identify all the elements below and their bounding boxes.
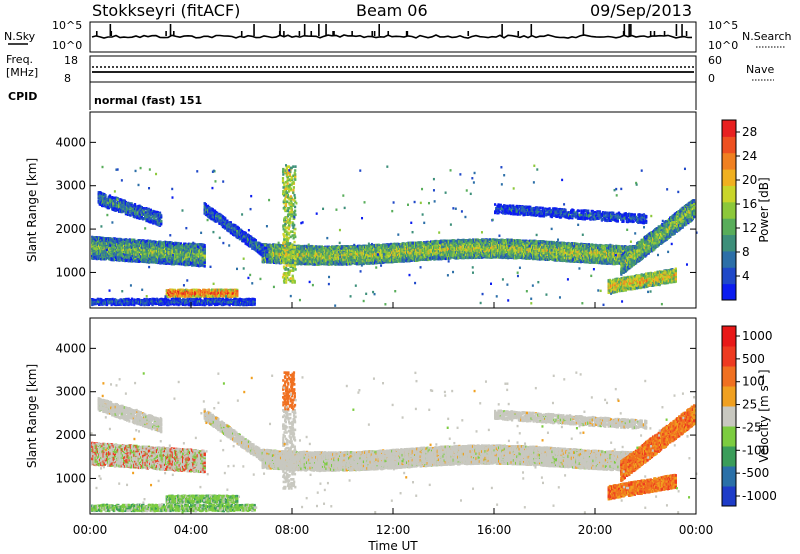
station-title: Stokkseyri (fitACF) [92,1,240,20]
nsearch-label: N.Search [742,30,792,43]
nsearch-tick-bottom: 10^0 [708,39,738,52]
cpid-strip: CPID normal (fast) 151 [8,82,696,110]
freq-label: Freq. [6,53,33,66]
nsky-strip: N.Sky 10^5 10^0 10^5 10^0 N.Search [4,19,792,52]
radar-summary-figure: Stokkseyri (fitACF) Beam 06 09/Sep/2013 … [0,0,800,554]
nsky-tick-top: 10^5 [52,19,82,32]
nave-label: Nave [746,63,774,76]
nsky-spikes [97,24,687,36]
nsky-series [92,35,692,38]
freq-unit-label: [MHz] [6,66,38,79]
nsearch-tick-top: 10^5 [708,19,738,32]
beam-title: Beam 06 [356,1,428,20]
nsky-tick-bottom: 10^0 [52,39,82,52]
nave-tick-top: 60 [708,54,722,67]
freq-tick-top: 18 [64,54,78,67]
cpid-label: CPID [8,90,37,103]
nsky-label: N.Sky [4,30,36,43]
power-heatmap-cells [91,164,697,307]
date-title: 09/Sep/2013 [590,1,692,20]
nave-tick-bottom: 0 [708,72,715,85]
freq-tick-bottom: 8 [64,72,71,85]
cpid-text: normal (fast) 151 [94,94,202,107]
freq-strip: Freq. [MHz] 18 8 60 0 Nave [6,53,774,85]
